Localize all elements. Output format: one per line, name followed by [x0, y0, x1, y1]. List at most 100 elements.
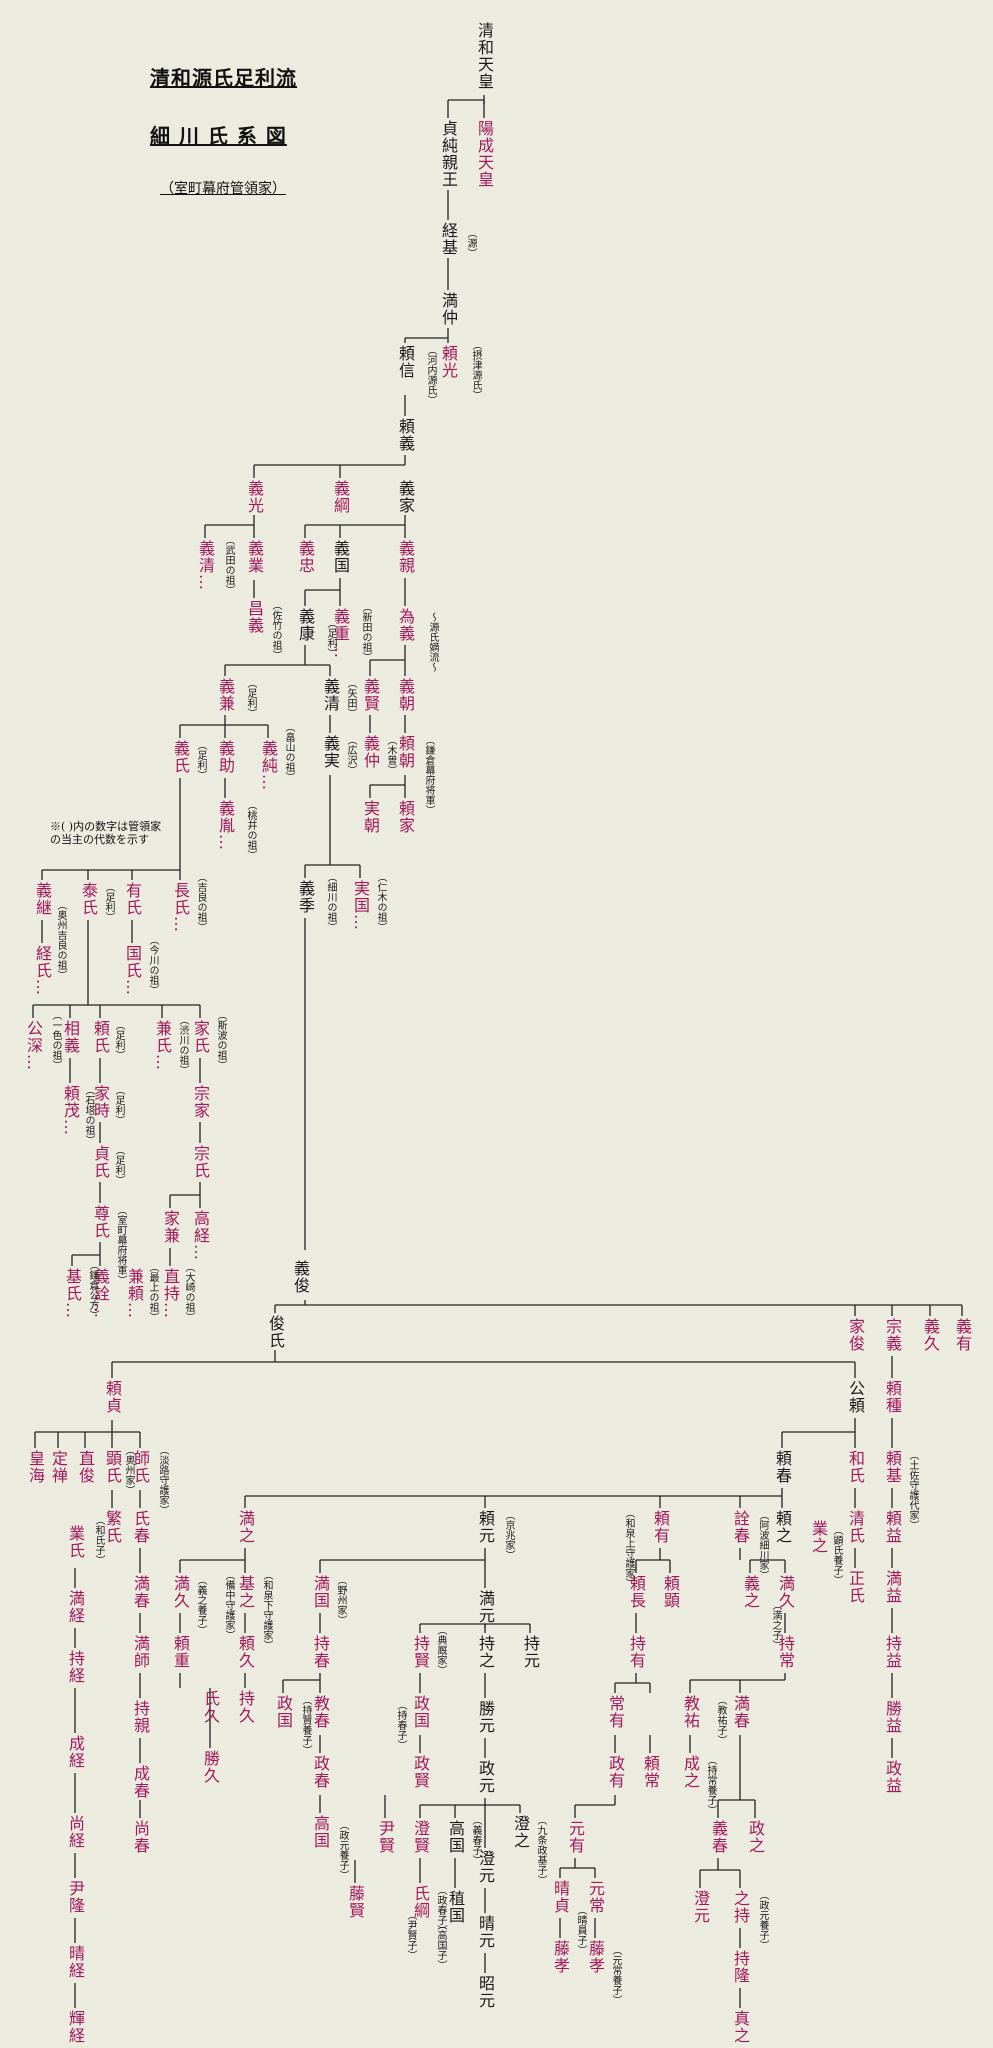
person-sanekuni: 実国… [351, 880, 370, 931]
annotation-a_hosokawa: （細川の祖） [325, 872, 336, 932]
annotation-a_ashikaga4: （足利） [103, 882, 114, 922]
person-mitsuyuki: 満之 [236, 1510, 255, 1544]
annotation-a_masamoto_ko2: （政元養子） [757, 1890, 768, 1950]
person-kaneyori: 兼頼… [125, 1268, 144, 1319]
annotation-a_masamoto_ko: （政元養子） [337, 1820, 348, 1880]
person-ietoshi: 家俊 [846, 1318, 865, 1352]
person-masakata: 政賢 [411, 1755, 430, 1789]
annotation-a_akiuji_ko: （顕氏養子） [831, 1525, 842, 1585]
person-yoshiuji: 義氏 [171, 740, 190, 774]
person-ariuji: 有氏 [123, 882, 142, 916]
person-yoriie: 頼家 [396, 800, 415, 834]
annotation-a_noriyuki_ko: （教祐子） [715, 1695, 726, 1745]
person-naomochi: 直持… [161, 1268, 180, 1319]
person-seiwa: 清和天皇 [475, 22, 494, 90]
person-yoshikata: 義賢 [361, 678, 380, 712]
person-moroushi: 師氏 [131, 1450, 150, 1484]
annotation-a_kamakura: （鎌倉幕府将軍） [423, 735, 434, 815]
person-takauji: 尊氏 [91, 1205, 110, 1239]
person-gyoshi: 業之 [809, 1520, 828, 1554]
annotation-a_ashikaga1: （足利） [325, 618, 336, 658]
annotation-a_osaki: （大崎の祖） [183, 1262, 194, 1322]
person-ujitsuna: 氏綱 [411, 1885, 430, 1919]
person-naritsune: 成経 [66, 1735, 85, 1769]
person-kazuuji: 和氏 [846, 1450, 865, 1484]
person-narauji: 業氏 [66, 1525, 85, 1559]
person-tsunemoto: 経基 [439, 222, 458, 256]
annotation-a_izumi: （和泉上守護家） [623, 1508, 634, 1588]
person-masayoshi: 昌義 [245, 600, 264, 634]
person-harutsune: 晴経 [66, 1945, 85, 1979]
person-mochitsune: 持常 [776, 1635, 795, 1669]
person-yoshinari: 義業 [245, 540, 264, 574]
person-koretaka: 尹賢 [376, 1820, 395, 1854]
person-ietoki: 家時 [91, 1085, 110, 1119]
annotation-a_kamakurakubo: （鎌倉公方） [87, 1260, 98, 1320]
annotation-a_yoshiyuki_ko: （義之養子） [195, 1575, 206, 1635]
person-yoshitsuna: 義綱 [331, 480, 350, 514]
person-fujikata: 藤賢 [346, 1885, 365, 1919]
person-yorihisa: 頼久 [236, 1635, 255, 1669]
person-yoriuji: 頼氏 [91, 1020, 110, 1054]
person-yoshisue: 義季 [296, 880, 315, 914]
person-naritsune2: 成春 [131, 1765, 150, 1799]
person-kofuka: 公深… [24, 1020, 43, 1071]
annotation-a_ashikaga7: （足利） [113, 1145, 124, 1185]
annotation-a_awajike: （淡路守護家） [157, 1445, 168, 1515]
person-kenuji: 兼氏… [153, 1020, 172, 1071]
person-yoshiyasu: 義康 [296, 608, 315, 642]
person-yoshizumi: 義純… [259, 740, 278, 791]
person-yorinaga: 頼長 [627, 1575, 646, 1609]
person-ujiharu: 氏春 [131, 1510, 150, 1544]
person-yoshiakira: 義詮… [91, 1268, 110, 1319]
person-yoshitada: 義忠 [296, 540, 315, 574]
person-tameyoshi: 為義 [396, 608, 415, 642]
person-mitsutsune: 満経 [66, 1590, 85, 1624]
person-naoharu: 尚春 [131, 1820, 150, 1854]
person-yoshiari: 義有 [953, 1318, 972, 1352]
person-harusada: 晴貞 [551, 1880, 570, 1914]
person-mochiari: 持有 [627, 1635, 646, 1669]
person-yasuuji: 泰氏 [79, 882, 98, 916]
person-motoari: 元有 [566, 1820, 585, 1854]
person-mitsumasu: 満益 [883, 1570, 902, 1604]
person-yoshikuni: 義国 [331, 540, 350, 574]
person-shigeyuki: 成之 [681, 1755, 700, 1789]
person-akiharu: 詮春 [731, 1510, 750, 1544]
annotation-a_muromachi: （室町幕府将軍） [115, 1205, 126, 1285]
annotation-a_kujo: （九条政基子） [535, 1815, 546, 1885]
person-katsumasu: 勝益 [883, 1700, 902, 1734]
person-norisuke: 教祐 [681, 1695, 700, 1729]
person-mochichika: 持親 [131, 1700, 150, 1734]
annotation-a_mochikata_ko: （持賢養子） [300, 1695, 311, 1755]
chart-subtitle: （室町幕府管領家） [160, 181, 286, 197]
annotation-a_harusada_ko: （晴員子） [575, 1905, 586, 1955]
person-mitsuhisa_a: 満久 [171, 1575, 190, 1609]
annotation-a_hiroshi: （広沢） [345, 735, 356, 775]
person-yukimochi: 之持 [731, 1890, 750, 1924]
person-sumimoto3: 澄元 [691, 1890, 710, 1924]
annotation-a_izumishimo: （和泉下守護家） [261, 1570, 272, 1650]
person-yoriyoshi: 頼義 [396, 418, 415, 452]
note-line-2: の当主の代数を示す [50, 833, 149, 846]
annotation-a_masaharu_ko: （政春子） [435, 1885, 446, 1935]
person-sumimoto2: 澄賢 [411, 1820, 430, 1854]
person-kiyouji: 清氏 [846, 1510, 865, 1544]
person-akimoto: 昭元 [476, 1975, 495, 2009]
person-muneuji: 宗氏 [191, 1145, 210, 1179]
person-yoshisuke: 義助 [216, 740, 235, 774]
person-mochitsune2: 持経 [66, 1650, 85, 1684]
person-yoshitomo: 義朝 [396, 678, 415, 712]
person-masamoto: 政元 [476, 1760, 495, 1794]
person-shigeuji: 繁氏 [103, 1510, 122, 1544]
annotation-a_oshuke: （奥州家） [123, 1445, 134, 1495]
annotation-a_mototsune_ko: （元常養子） [610, 1945, 621, 2005]
annotation-a_takakuni_ko: （高国子） [435, 1920, 446, 1970]
person-yoshishige: 義重… [331, 608, 350, 659]
person-masaari: 政有 [606, 1755, 625, 1789]
person-masaharu: 政春 [311, 1755, 330, 1789]
annotation-a_awa: （阿波細川家） [757, 1510, 768, 1580]
person-ujihisa: 氏久 [201, 1690, 220, 1724]
